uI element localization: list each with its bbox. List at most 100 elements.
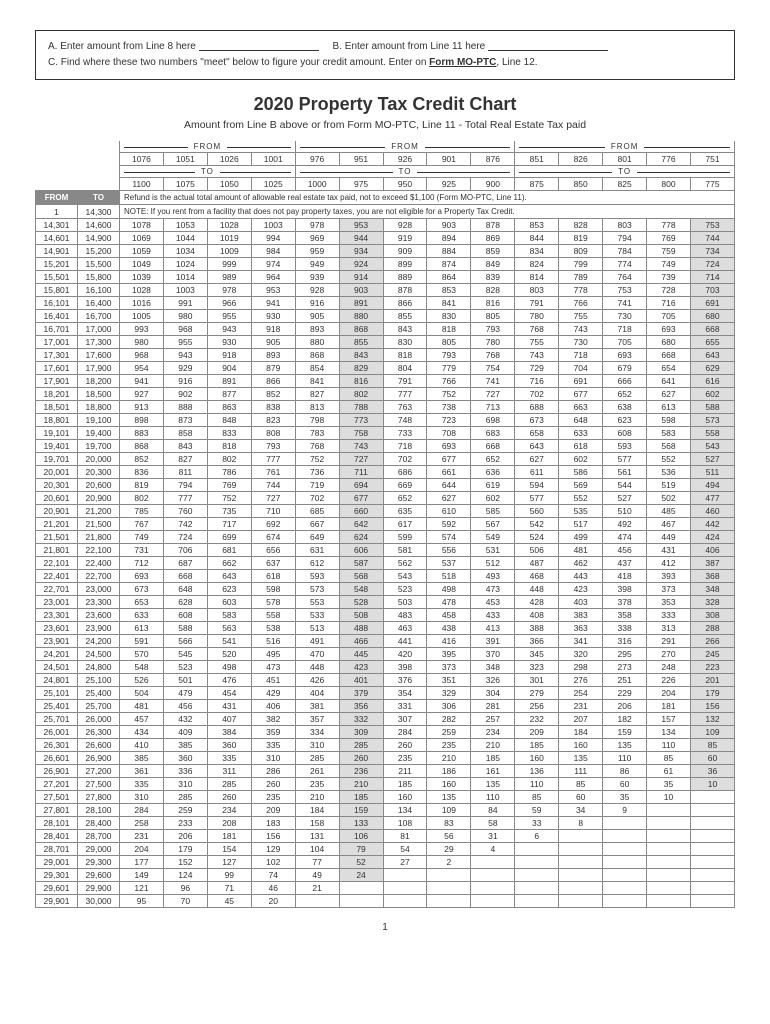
income-from-cell: 16,701 (36, 323, 78, 336)
credit-cell (690, 804, 734, 817)
credit-cell: 643 (690, 349, 734, 362)
credit-cell: 309 (339, 726, 383, 739)
credit-cell: 774 (603, 258, 647, 271)
income-to-cell: 18,800 (78, 401, 120, 414)
credit-cell: 794 (163, 479, 207, 492)
credit-cell: 160 (383, 791, 427, 804)
credit-cell: 558 (690, 427, 734, 440)
credit-cell: 453 (471, 596, 515, 609)
credit-cell: 281 (471, 700, 515, 713)
credit-cell: 158 (295, 817, 339, 830)
credit-cell: 864 (427, 271, 471, 284)
credit-cell: 633 (559, 427, 603, 440)
table-row: 29,60129,90012196714621 (36, 882, 735, 895)
credit-cell: 574 (427, 531, 471, 544)
credit-cell: 512 (471, 557, 515, 570)
credit-cell: 310 (251, 752, 295, 765)
credit-cell: 655 (690, 336, 734, 349)
income-to-cell: 23,600 (78, 609, 120, 622)
credit-cell: 635 (383, 505, 427, 518)
credit-cell: 767 (120, 518, 164, 531)
income-to-cell: 26,300 (78, 726, 120, 739)
credit-cell: 498 (207, 661, 251, 674)
credit-cell: 558 (251, 609, 295, 622)
credit-cell: 943 (207, 323, 251, 336)
credit-cell: 437 (603, 557, 647, 570)
credit-cell: 719 (295, 479, 339, 492)
table-row: 20,90121,2007857607357106856606356105855… (36, 505, 735, 518)
credit-cell: 310 (295, 739, 339, 752)
credit-cell: 868 (339, 323, 383, 336)
credit-cell: 361 (120, 765, 164, 778)
credit-cell: 791 (383, 375, 427, 388)
income-to-cell: 14,600 (78, 219, 120, 232)
credit-cell: 752 (427, 388, 471, 401)
col-to-value: 1075 (163, 178, 207, 191)
income-from-cell: 25,401 (36, 700, 78, 713)
credit-cell: 768 (515, 323, 559, 336)
to-group-2: TO (295, 166, 515, 178)
credit-cell: 524 (515, 531, 559, 544)
table-row: 15,80116,1001028100397895392890387885382… (36, 284, 735, 297)
credit-cell: 755 (559, 310, 603, 323)
credit-cell: 714 (690, 271, 734, 284)
credit-cell: 608 (603, 427, 647, 440)
credit-cell (515, 895, 559, 908)
credit-cell: 666 (603, 375, 647, 388)
credit-cell: 617 (383, 518, 427, 531)
credit-cell: 133 (339, 817, 383, 830)
credit-cell: 752 (207, 492, 251, 505)
credit-cell (471, 895, 515, 908)
credit-cell: 679 (603, 362, 647, 375)
credit-cell: 345 (515, 648, 559, 661)
credit-cell: 677 (559, 388, 603, 401)
income-to-cell: 25,700 (78, 700, 120, 713)
credit-cell: 613 (120, 622, 164, 635)
instruction-a: A. Enter amount from Line 8 here (48, 41, 196, 52)
credit-cell: 493 (471, 570, 515, 583)
credit-cell: 159 (339, 804, 383, 817)
credit-cell: 855 (339, 336, 383, 349)
credit-cell: 769 (647, 232, 691, 245)
page-subtitle: Amount from Line B above or from Form MO… (35, 119, 735, 131)
income-from-cell: 20,601 (36, 492, 78, 505)
credit-cell: 358 (603, 609, 647, 622)
credit-cell: 793 (471, 323, 515, 336)
credit-cell: 913 (120, 401, 164, 414)
credit-cell: 520 (207, 648, 251, 661)
credit-cell: 179 (690, 687, 734, 700)
credit-cell: 994 (251, 232, 295, 245)
credit-cell: 813 (295, 401, 339, 414)
credit-cell: 487 (515, 557, 559, 570)
income-to-cell: 20,300 (78, 466, 120, 479)
credit-cell: 185 (515, 739, 559, 752)
credit-cell: 749 (647, 258, 691, 271)
credit-cell: 160 (559, 739, 603, 752)
col-from-value: 826 (559, 153, 603, 166)
credit-cell: 631 (295, 544, 339, 557)
credit-cell: 282 (427, 713, 471, 726)
credit-cell: 803 (515, 284, 559, 297)
table-row: 29,00129,3001771521271027752272 (36, 856, 735, 869)
credit-cell: 602 (559, 453, 603, 466)
table-row: 23,60123,9006135885635385134884634384133… (36, 622, 735, 635)
credit-cell: 852 (120, 453, 164, 466)
credit-cell: 843 (383, 323, 427, 336)
credit-cell: 423 (559, 583, 603, 596)
credit-cell: 593 (603, 440, 647, 453)
credit-cell (383, 895, 427, 908)
credit-cell: 728 (647, 284, 691, 297)
income-to-cell: 23,300 (78, 596, 120, 609)
credit-cell: 603 (207, 596, 251, 609)
credit-cell: 749 (120, 531, 164, 544)
credit-cell: 248 (647, 661, 691, 674)
table-row: 26,30126,6004103853603353102852602352101… (36, 739, 735, 752)
credit-cell: 924 (339, 258, 383, 271)
credit-cell (603, 895, 647, 908)
credit-cell (559, 882, 603, 895)
credit-cell: 85 (647, 752, 691, 765)
credit-cell: 752 (295, 453, 339, 466)
credit-cell: 974 (251, 258, 295, 271)
credit-cell: 969 (295, 232, 339, 245)
credit-cell: 616 (690, 375, 734, 388)
